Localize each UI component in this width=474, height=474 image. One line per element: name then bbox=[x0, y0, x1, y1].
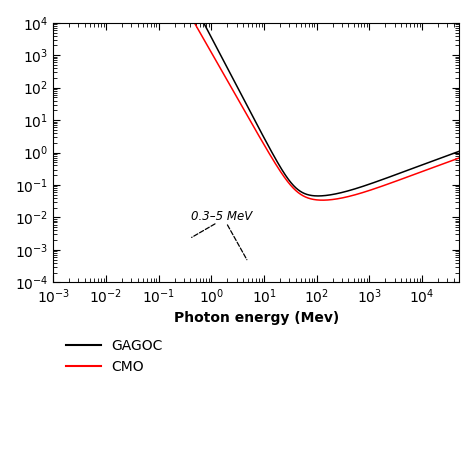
Line: CMO: CMO bbox=[54, 13, 459, 200]
Legend: GAGOC, CMO: GAGOC, CMO bbox=[60, 333, 169, 380]
X-axis label: Photon energy (Mev): Photon energy (Mev) bbox=[173, 311, 339, 325]
GAGOC bbox=[405, 167, 410, 173]
CMO bbox=[121, 10, 127, 16]
GAGOC bbox=[121, 10, 127, 16]
CMO bbox=[448, 158, 454, 164]
CMO bbox=[456, 155, 462, 161]
GAGOC bbox=[97, 10, 102, 16]
Line: GAGOC: GAGOC bbox=[54, 13, 459, 196]
GAGOC bbox=[206, 30, 212, 36]
CMO bbox=[97, 10, 102, 16]
CMO bbox=[51, 10, 56, 16]
CMO bbox=[405, 174, 410, 180]
CMO bbox=[319, 197, 325, 203]
GAGOC bbox=[448, 151, 454, 157]
GAGOC bbox=[224, 64, 229, 69]
GAGOC bbox=[315, 193, 321, 199]
Text: 0.3–5 MeV: 0.3–5 MeV bbox=[191, 210, 252, 223]
CMO bbox=[206, 46, 212, 51]
GAGOC bbox=[51, 10, 56, 16]
CMO bbox=[224, 76, 229, 82]
GAGOC bbox=[456, 148, 462, 154]
